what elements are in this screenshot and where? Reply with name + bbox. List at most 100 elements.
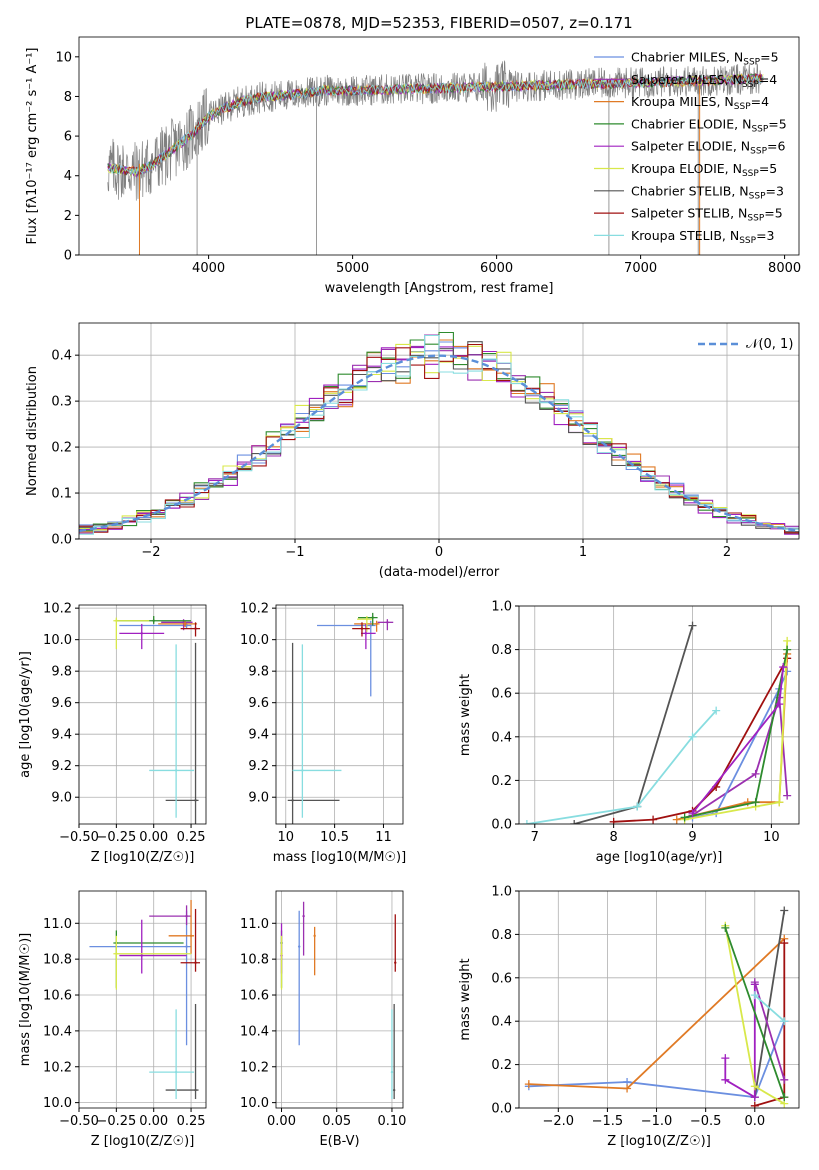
panel-mass_age: 10 10.5 11 9.0 9.2 9.4 9.6 9.8 10.0 10.2 mass [log… bbox=[240, 602, 406, 865]
data-point bbox=[301, 769, 304, 772]
y-tick-label: 9.0 bbox=[51, 791, 72, 806]
y-tick-label: 9.2 bbox=[248, 759, 269, 774]
y-tick-label: 9.2 bbox=[51, 759, 72, 774]
y-tick-label: 0.8 bbox=[491, 643, 512, 658]
y-tick-label: 10.2 bbox=[43, 1060, 72, 1075]
x-tick-label: 0.00 bbox=[267, 1114, 296, 1129]
series-marker bbox=[680, 813, 689, 822]
legend-value: =4 bbox=[759, 72, 777, 87]
series-line bbox=[526, 709, 717, 824]
legend-label: Chabrier ELODIE, NSSP=5 bbox=[631, 116, 787, 134]
y-axis-label: mass weight bbox=[458, 958, 473, 1040]
y-tick-label: 10.4 bbox=[43, 1024, 72, 1039]
x-tick-label: −1 bbox=[285, 545, 304, 560]
x-tick-label: 10 bbox=[277, 830, 294, 845]
data-point bbox=[364, 632, 368, 635]
y-axis-label: Normed distribution bbox=[25, 366, 40, 496]
x-tick-label: 0.00 bbox=[139, 830, 168, 845]
x-tick-label: −2.0 bbox=[543, 1114, 575, 1129]
series-marker bbox=[783, 645, 792, 654]
y-tick-label: 9.6 bbox=[248, 696, 269, 711]
series-marker bbox=[751, 769, 760, 778]
legend-label: Kroupa STELIB, NSSP=3 bbox=[631, 228, 775, 246]
legend-label: Salpeter ELODIE, NSSP=6 bbox=[631, 139, 786, 157]
series-marker bbox=[775, 798, 784, 807]
series-marker bbox=[743, 798, 752, 807]
y-tick-label: 11.0 bbox=[43, 917, 72, 932]
series-line bbox=[692, 697, 789, 817]
data-point bbox=[386, 621, 389, 624]
plot-area bbox=[287, 612, 394, 824]
legend-value: =5 bbox=[768, 116, 786, 131]
legend-label: Salpeter STELIB, NSSP=5 bbox=[631, 206, 783, 224]
chart-title: PLATE=0878, MJD=52353, FIBERID=0507, z=0… bbox=[245, 14, 632, 32]
x-axis-label: Z [log10(Z/Z☉)] bbox=[91, 850, 195, 865]
y-tick-label: 9.8 bbox=[51, 665, 72, 680]
series-marker bbox=[623, 1084, 632, 1093]
series-marker bbox=[780, 939, 789, 948]
legend-subscript: SSP bbox=[743, 58, 760, 68]
legend-value: =3 bbox=[766, 183, 784, 198]
x-tick-label: 0 bbox=[435, 545, 443, 560]
data-point bbox=[302, 914, 305, 918]
y-tick-label: 1.0 bbox=[491, 600, 512, 615]
y-tick-label: 0.2 bbox=[491, 1058, 512, 1073]
data-point bbox=[185, 914, 188, 918]
panel-residuals: −2 −1 0 1 2 0.0 0.1 0.2 0.3 0.4 (data-model)/error… bbox=[25, 322, 800, 580]
y-tick-label: 0.8 bbox=[491, 928, 512, 943]
y-tick-label: 10.6 bbox=[240, 989, 269, 1004]
data-point bbox=[182, 621, 185, 624]
series-marker bbox=[688, 809, 697, 818]
x-axis-label: wavelength [Angstrom, rest frame] bbox=[325, 281, 554, 296]
x-tick-label: 11 bbox=[375, 830, 392, 845]
y-tick-label: 10.2 bbox=[43, 602, 72, 617]
y-tick-label: 10.4 bbox=[240, 1024, 269, 1039]
data-point bbox=[194, 1088, 197, 1092]
x-tick-label: 8000 bbox=[768, 261, 801, 276]
data-point bbox=[152, 619, 155, 622]
y-tick-label: 9.6 bbox=[51, 696, 72, 711]
data-point bbox=[280, 952, 283, 955]
series-line bbox=[684, 649, 789, 819]
y-tick-label: 10.0 bbox=[43, 633, 72, 648]
legend-value: =5 bbox=[760, 50, 778, 65]
legend-label: Chabrier MILES, NSSP=5 bbox=[631, 50, 779, 68]
x-tick-label: −1.5 bbox=[592, 1114, 624, 1129]
plot-area bbox=[522, 621, 792, 824]
series-line bbox=[724, 927, 786, 1098]
y-tick-label: 0.4 bbox=[491, 1015, 512, 1030]
y-axis-label: age [log10(age/yr)] bbox=[18, 651, 33, 778]
y-tick-label: 0.0 bbox=[491, 818, 512, 833]
series-marker bbox=[524, 1080, 533, 1089]
legend-label: Salpeter MILES, NSSP=4 bbox=[631, 72, 777, 90]
data-point bbox=[115, 619, 118, 622]
x-tick-label: −0.50 bbox=[59, 830, 99, 845]
panel-ebv_mass: 0.00 0.05 0.10 10.0 10.2 10.4 10.6 10.8 11.0 E(B-… bbox=[240, 890, 406, 1149]
x-tick-label: 0.00 bbox=[139, 1114, 168, 1129]
y-tick-label: 0.4 bbox=[491, 730, 512, 745]
data-point bbox=[194, 799, 197, 802]
data-point bbox=[194, 627, 197, 630]
y-tick-label: 10.8 bbox=[43, 953, 72, 968]
y-tick-label: 10.2 bbox=[240, 602, 269, 617]
y-tick-label: 0.6 bbox=[491, 687, 512, 702]
data-point bbox=[375, 622, 378, 626]
y-tick-label: 10.2 bbox=[240, 1060, 269, 1075]
y-tick-label: 8 bbox=[64, 90, 72, 105]
y-axis-label: mass weight bbox=[458, 674, 473, 756]
x-tick-label: −1.0 bbox=[641, 1114, 673, 1129]
x-axis-label: age [log10(age/yr)] bbox=[596, 850, 723, 865]
plot-area bbox=[113, 616, 201, 824]
legend-label: Kroupa ELODIE, NSSP=5 bbox=[631, 161, 777, 179]
series-marker bbox=[783, 791, 792, 800]
series-marker bbox=[570, 820, 579, 824]
series-marker bbox=[750, 991, 759, 1000]
legend-value: =6 bbox=[767, 139, 785, 154]
data-point bbox=[390, 1070, 394, 1074]
series-marker bbox=[721, 1075, 730, 1084]
y-tick-label: 10.0 bbox=[240, 1096, 269, 1111]
series-marker bbox=[712, 706, 721, 715]
x-tick-label: 10.5 bbox=[320, 830, 349, 845]
axes-frame bbox=[78, 604, 207, 825]
